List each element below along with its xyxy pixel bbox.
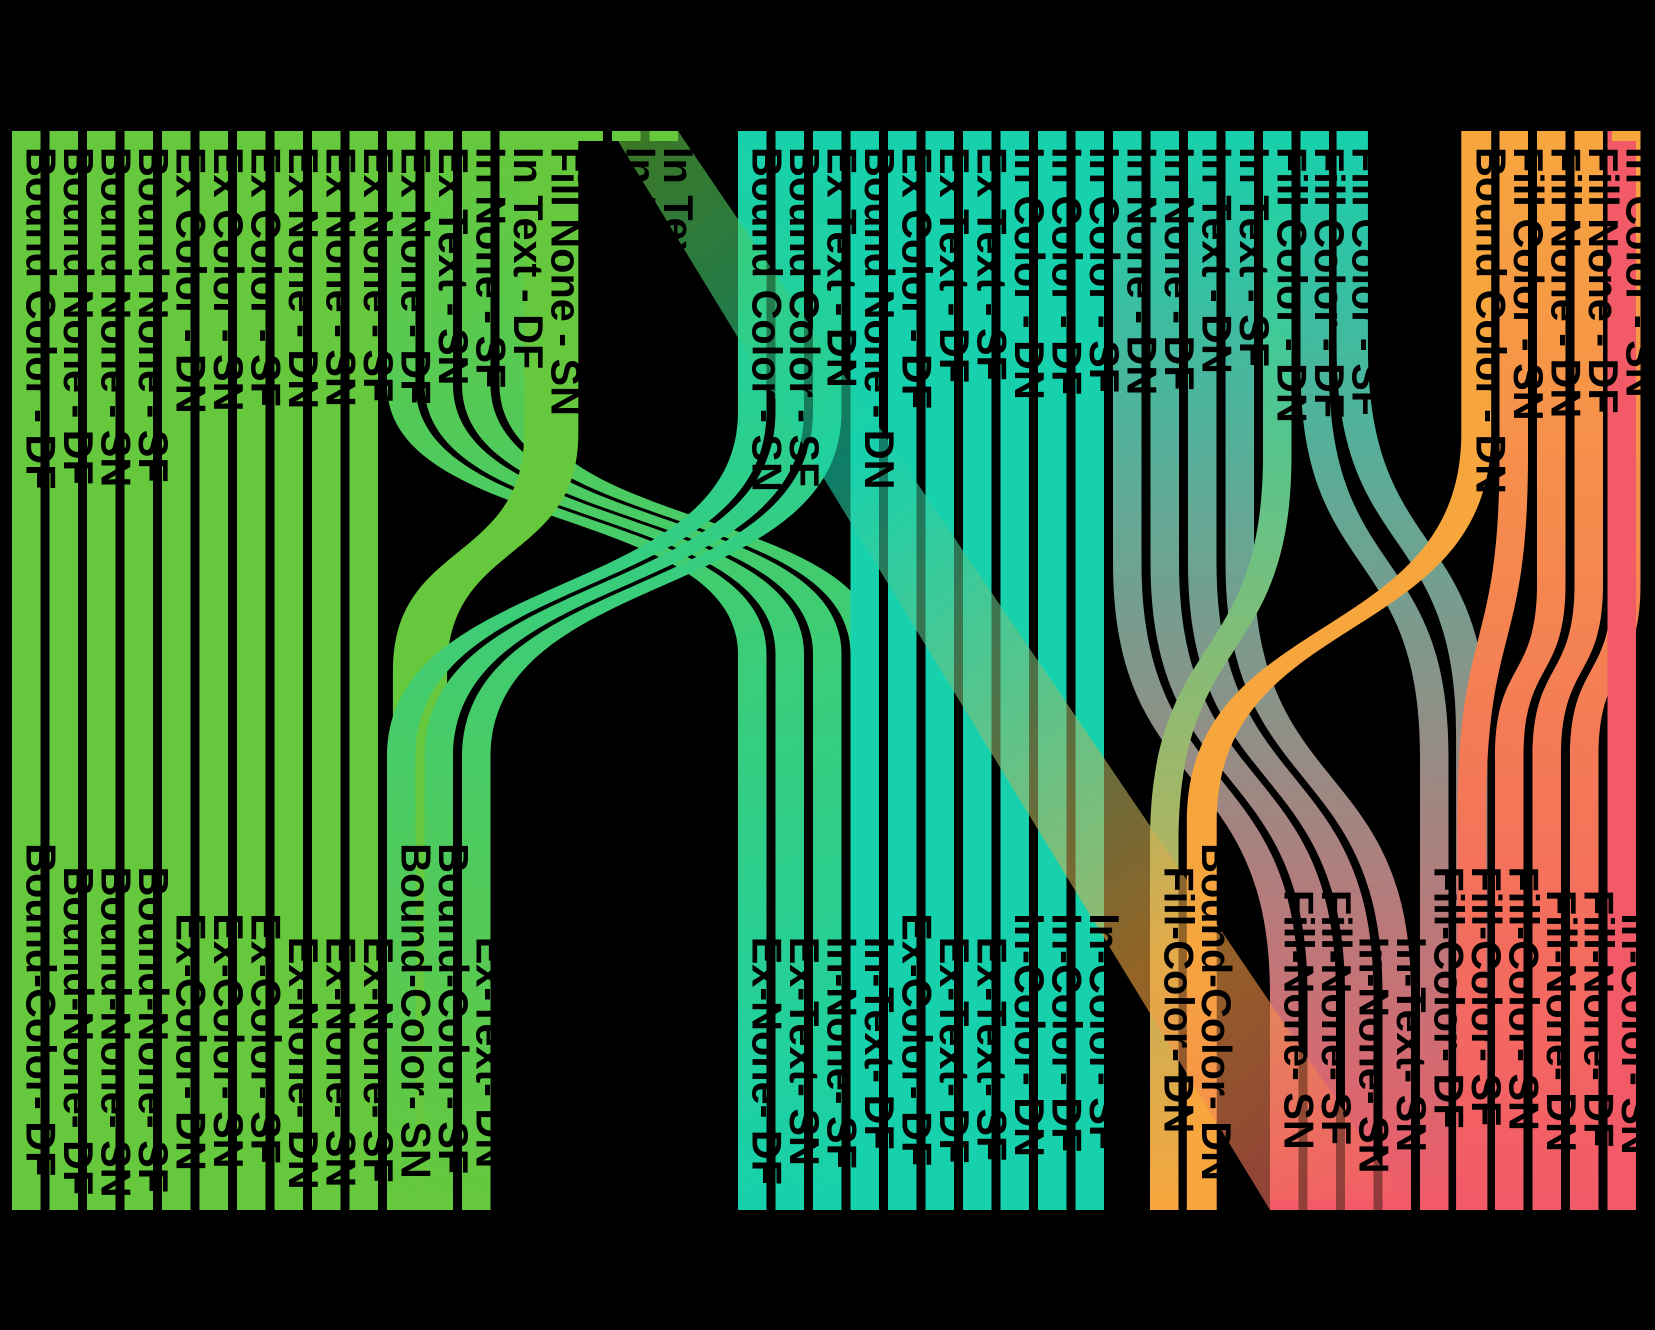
svg-text:Ex-Text- DN: Ex-Text- DN: [467, 937, 513, 1169]
svg-text:In Color - SN: In Color - SN: [1617, 147, 1655, 398]
svg-text:Bound-Color- DN: Bound-Color- DN: [1193, 843, 1239, 1181]
svg-text:In-Color- SN: In-Color- SN: [1613, 913, 1655, 1154]
svg-text:Fill Color - SF: Fill Color - SF: [1343, 147, 1389, 416]
svg-text:In-Color- SF: In-Color- SF: [1081, 913, 1127, 1150]
svg-text:In Text - SN: In Text - SN: [655, 147, 701, 372]
